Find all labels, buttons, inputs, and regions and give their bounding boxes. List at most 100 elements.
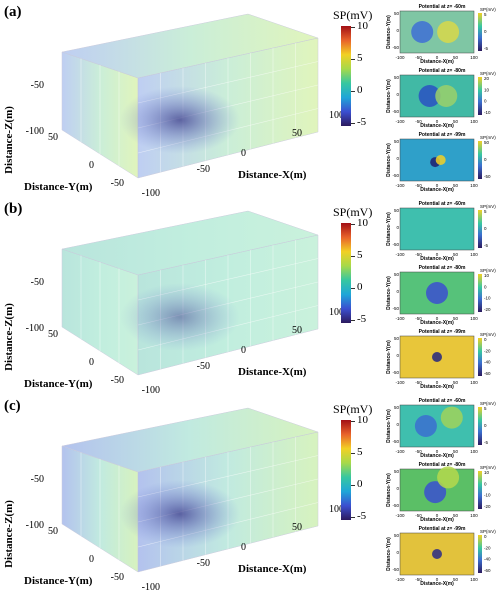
slice-x-tick: 100 bbox=[470, 316, 478, 321]
x-tick-label: 50 bbox=[292, 325, 302, 336]
slice-y-label: Distance-Y(m) bbox=[386, 276, 392, 310]
slice-x-tick: 50 bbox=[453, 449, 459, 454]
slice-anomaly bbox=[437, 21, 460, 43]
figure-panel: (b) Distance-Z(m) -50 -100 Distance-Y(m) 50 0-… bbox=[0, 197, 500, 394]
slice-x-tick: -50 bbox=[415, 577, 422, 582]
slice-colorbar-tick: -20 bbox=[484, 348, 491, 353]
z-axis-label: Distance-Z(m) bbox=[3, 500, 15, 568]
x-tick-label: -50 bbox=[197, 361, 210, 372]
slice-colorbar-title: SP(mV) bbox=[480, 401, 496, 406]
panel-label: (a) bbox=[4, 4, 22, 20]
slice-y-tick: 0 bbox=[396, 28, 399, 33]
slice-x-tick: -100 bbox=[395, 513, 405, 518]
colorbar-tick-label: 10 bbox=[351, 414, 368, 426]
slice-y-tick: 50 bbox=[394, 139, 400, 144]
slice-colorbar-tick: -20 bbox=[484, 545, 491, 550]
slice-x-label: Distance-X(m) bbox=[420, 123, 454, 128]
slice-colorbar-tick: 50 bbox=[484, 140, 490, 145]
slice-x-tick: 0 bbox=[436, 252, 439, 257]
colorbar-tick-label: 5 bbox=[351, 52, 363, 64]
slice-colorbar-title: SP(mV) bbox=[480, 268, 496, 273]
slice-colorbar-title: SP(mV) bbox=[480, 465, 496, 470]
slice-y-tick: 0 bbox=[396, 225, 399, 230]
slice-colorbar-tick: -20 bbox=[484, 504, 491, 509]
slice-colorbar-tick: 0 bbox=[484, 337, 487, 342]
volume-plot: Distance-Z(m) -50 -100 Distance-Y(m) 50 0 -50 -… bbox=[3, 210, 344, 394]
colorbar: SP(mV) 10 5 0 -5 bbox=[325, 8, 375, 160]
slice-x-tick: 100 bbox=[470, 119, 478, 124]
slice-colorbar-tick: -10 bbox=[484, 110, 491, 115]
x-tick-label: 0 bbox=[241, 345, 246, 356]
slice-colorbar-tick: 5 bbox=[484, 209, 487, 214]
colorbar-tick-label: 5 bbox=[351, 249, 363, 261]
slice-y-label: Distance-Y(m) bbox=[386, 212, 392, 246]
slice-x-label: Distance-X(m) bbox=[420, 453, 454, 458]
slice-x-tick: 0 bbox=[436, 449, 439, 454]
slice-plot-area bbox=[399, 207, 475, 251]
slice-x-tick: -50 bbox=[415, 316, 422, 321]
slice-x-label: Distance-X(m) bbox=[420, 59, 454, 64]
z-tick-label: -100 bbox=[26, 323, 44, 334]
sp-anomaly-body bbox=[120, 86, 240, 154]
slice-y-tick: 0 bbox=[396, 289, 399, 294]
y-tick-label: -50 bbox=[111, 375, 124, 386]
slice-colorbar-tick: -60 bbox=[484, 371, 491, 376]
slice-plot-area bbox=[399, 335, 475, 379]
slice-x-tick: -50 bbox=[415, 119, 422, 124]
slice-x-tick: 0 bbox=[436, 380, 439, 385]
slice-colorbar-tick: 20 bbox=[484, 76, 490, 81]
y-tick-label: -100 bbox=[142, 385, 160, 394]
slice-y-tick: -50 bbox=[392, 173, 399, 178]
colorbar-tick-label: 0 bbox=[351, 281, 363, 293]
slice-anomaly bbox=[435, 85, 458, 107]
x-tick-label: 0 bbox=[241, 148, 246, 159]
y-tick-label: -100 bbox=[142, 188, 160, 197]
slice-colorbar-title: SP(mV) bbox=[480, 135, 496, 140]
x-tick-label: 50 bbox=[292, 128, 302, 139]
y-tick-label: 0 bbox=[89, 554, 94, 565]
y-axis-label: Distance-Y(m) bbox=[24, 575, 93, 587]
colorbar-scale bbox=[341, 420, 351, 520]
y-tick-label: -50 bbox=[111, 572, 124, 583]
slice-y-tick: 50 bbox=[394, 469, 400, 474]
slice-colorbar-tick: -10 bbox=[484, 296, 491, 301]
depth-slice-heatmap: Potential at z= -99m Distance-Y(m) 50 0 -50-… bbox=[386, 524, 498, 587]
slice-colorbar-title: SP(mV) bbox=[480, 332, 496, 337]
slice-y-tick: 50 bbox=[394, 336, 400, 341]
slice-title: Potential at z= -99m bbox=[419, 526, 466, 532]
colorbar-title: SP(mV) bbox=[333, 8, 373, 22]
slice-anomaly bbox=[432, 549, 442, 559]
depth-slice-heatmap: Potential at z= -99m Distance-Y(m) 50 0 -50-… bbox=[386, 327, 498, 390]
slice-colorbar-tick: 0 bbox=[484, 481, 487, 486]
slice-colorbar-tick: 0 bbox=[484, 534, 487, 539]
x-tick-label: -50 bbox=[197, 558, 210, 569]
slice-y-tick: -50 bbox=[392, 567, 399, 572]
slice-x-tick: 100 bbox=[470, 380, 478, 385]
slice-colorbar-title: SP(mV) bbox=[480, 529, 496, 534]
slice-y-tick: 50 bbox=[394, 272, 400, 277]
y-tick-label: 0 bbox=[89, 160, 94, 171]
slice-y-tick: 0 bbox=[396, 156, 399, 161]
x-axis-label: Distance-X(m) bbox=[238, 366, 307, 378]
slice-x-tick: 100 bbox=[470, 55, 478, 60]
slice-x-tick: 100 bbox=[470, 252, 478, 257]
sp-anomaly-body bbox=[120, 283, 240, 351]
slice-y-tick: 0 bbox=[396, 353, 399, 358]
slice-y-tick: 50 bbox=[394, 533, 400, 538]
slice-anomaly bbox=[426, 282, 448, 304]
y-axis-label: Distance-Y(m) bbox=[24, 378, 93, 390]
y-axis-label: Distance-Y(m) bbox=[24, 181, 93, 193]
slice-colorbar-tick: -5 bbox=[484, 46, 488, 51]
slice-x-label: Distance-X(m) bbox=[420, 384, 454, 389]
slice-y-tick: -50 bbox=[392, 439, 399, 444]
slice-y-tick: -50 bbox=[392, 242, 399, 247]
z-tick-label: -100 bbox=[26, 126, 44, 137]
slice-x-tick: 50 bbox=[453, 252, 459, 257]
slice-x-label: Distance-X(m) bbox=[420, 517, 454, 522]
slice-colorbar-tick: 0 bbox=[484, 29, 487, 34]
z-tick-label: -50 bbox=[31, 80, 44, 91]
x-tick-label: 100 bbox=[329, 504, 344, 515]
slice-colorbar-tick: -5 bbox=[484, 243, 488, 248]
z-axis-label: Distance-Z(m) bbox=[3, 106, 15, 174]
slice-y-tick: 0 bbox=[396, 422, 399, 427]
